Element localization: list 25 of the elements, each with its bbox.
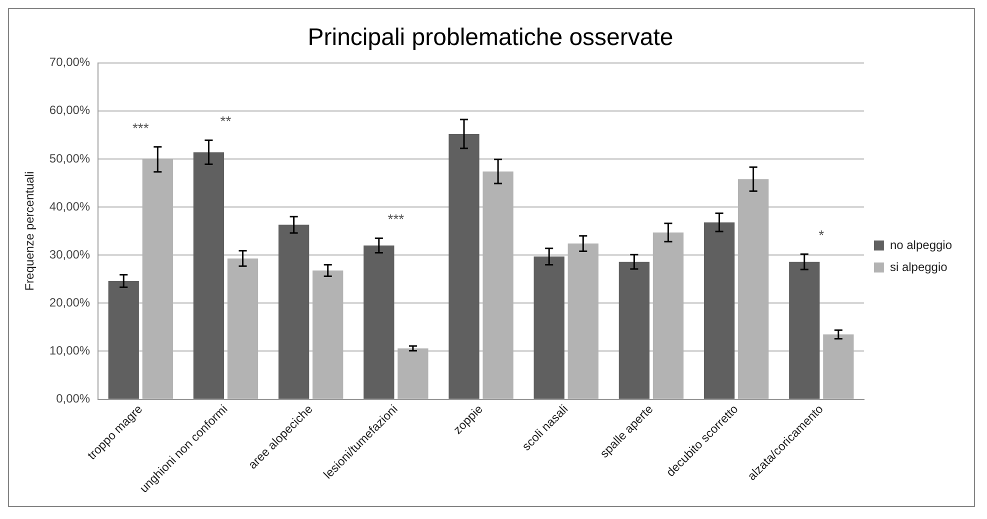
annotation: *** [388,211,405,228]
y-tick-label: 10,00% [49,344,90,358]
y-tick-label: 40,00% [49,199,90,214]
annotation: *** [132,120,150,136]
bar [789,262,820,399]
bar [193,152,224,399]
bar [704,222,735,399]
bar [364,245,394,399]
y-axis-title: Frequenze percentuali [22,171,37,291]
y-tick-label: 20,00% [49,295,90,310]
bar [534,256,564,399]
bar [618,262,650,399]
annotation: ** [220,113,232,130]
chart-title: Principali problematiche osservate [308,24,674,52]
bar [278,224,310,399]
y-tick-label: 0,00% [56,392,90,406]
y-tick-label: 60,00% [49,103,90,118]
y-tick-label: 70,00% [49,55,90,70]
y-tick-label: 50,00% [49,151,90,166]
annotation: * [818,226,825,243]
legend-label: no alpeggio [890,238,952,252]
bar [448,134,480,399]
y-tick-label: 30,00% [49,247,90,262]
legend-label: si alpeggio [890,260,948,274]
bar [108,281,139,399]
